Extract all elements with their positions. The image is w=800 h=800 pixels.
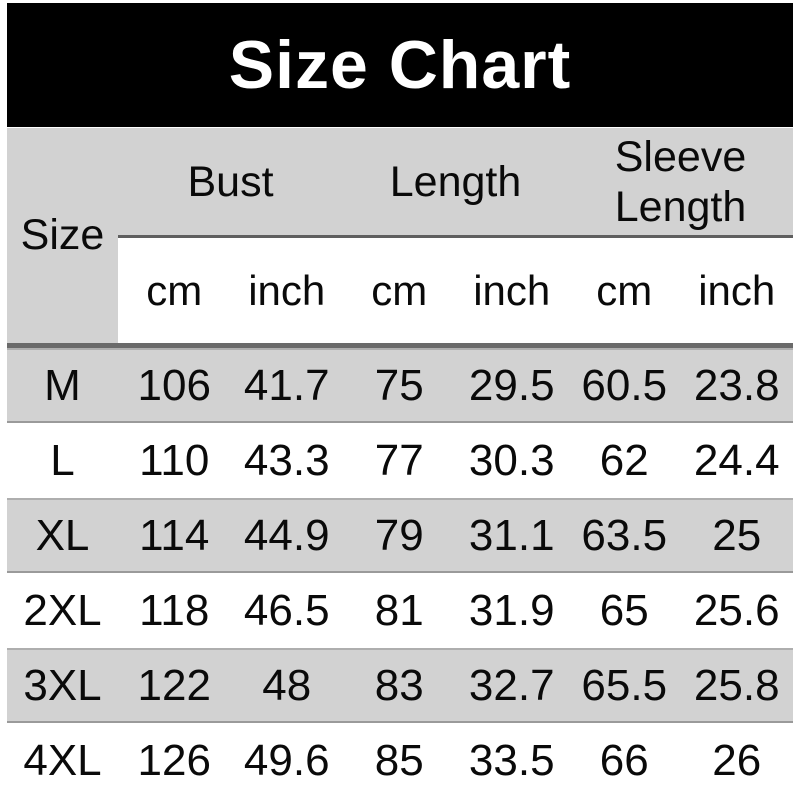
- value-cell: 43.3: [243, 435, 330, 485]
- value-cell: 25.6: [693, 585, 780, 635]
- unit-header-length-inch: inch: [473, 266, 551, 314]
- table-row: 4XL 126 49.6 85 33.5 66 26: [7, 723, 793, 798]
- size-cell: XL: [35, 510, 90, 560]
- size-cell: 2XL: [23, 585, 102, 635]
- table-body: M 106 41.7 75 29.5 60.5 23.8 L 110 43.3 …: [7, 348, 793, 798]
- value-cell: 41.7: [243, 360, 330, 410]
- value-cell: 44.9: [243, 510, 330, 560]
- value-cell: 126: [137, 735, 211, 785]
- table-row: L 110 43.3 77 30.3 62 24.4: [7, 423, 793, 498]
- unit-header-sleeve-inch: inch: [698, 266, 776, 314]
- value-cell: 75: [374, 360, 424, 410]
- value-cell: 29.5: [468, 360, 555, 410]
- value-cell: 31.1: [468, 510, 555, 560]
- value-cell: 48: [262, 660, 312, 710]
- table-row: M 106 41.7 75 29.5 60.5 23.8: [7, 348, 793, 423]
- table-row: 3XL 122 48 83 32.7 65.5 25.8: [7, 648, 793, 723]
- value-cell: 110: [139, 435, 210, 485]
- column-group-sleeve-length: Sleeve Length: [568, 128, 793, 235]
- value-cell: 83: [374, 660, 424, 710]
- value-cell: 85: [374, 735, 424, 785]
- size-cell: M: [44, 360, 81, 410]
- value-cell: 32.7: [468, 660, 555, 710]
- value-cell: 79: [374, 510, 424, 560]
- value-cell: 31.9: [468, 585, 555, 635]
- value-cell: 81: [374, 585, 424, 635]
- value-cell: 77: [374, 435, 424, 485]
- column-group-bust: Bust: [187, 157, 274, 206]
- value-cell: 23.8: [693, 360, 780, 410]
- value-cell: 25: [712, 510, 762, 560]
- table-row: XL 114 44.9 79 31.1 63.5 25: [7, 498, 793, 573]
- title-banner: Size Chart: [7, 3, 793, 127]
- unit-header-bust-inch: inch: [248, 266, 326, 314]
- table-header: Size Bust Length Sleeve Length cm inch c…: [7, 128, 793, 343]
- value-cell: 62: [599, 435, 649, 485]
- size-column-header: Size: [20, 211, 105, 259]
- sleeve-length-label: Sleeve Length: [614, 132, 747, 231]
- size-cell: 4XL: [23, 735, 102, 785]
- value-cell: 114: [139, 510, 210, 560]
- value-cell: 65: [599, 585, 649, 635]
- value-cell: 46.5: [243, 585, 330, 635]
- value-cell: 26: [712, 735, 762, 785]
- unit-header-length-cm: cm: [371, 266, 428, 314]
- value-cell: 63.5: [581, 510, 668, 560]
- size-cell: 3XL: [23, 660, 102, 710]
- page-title: Size Chart: [228, 27, 572, 103]
- unit-header-sleeve-cm: cm: [596, 266, 653, 314]
- header-separator-line: [7, 343, 793, 348]
- unit-header-bust-cm: cm: [146, 266, 203, 314]
- size-cell: L: [50, 435, 75, 485]
- value-cell: 60.5: [581, 360, 668, 410]
- value-cell: 122: [137, 660, 211, 710]
- value-cell: 33.5: [468, 735, 555, 785]
- value-cell: 25.8: [693, 660, 780, 710]
- value-cell: 66: [599, 735, 649, 785]
- units-header-band: cm inch cm inch cm inch: [118, 235, 793, 343]
- value-cell: 118: [139, 585, 210, 635]
- value-cell: 24.4: [693, 435, 780, 485]
- value-cell: 106: [137, 360, 211, 410]
- value-cell: 49.6: [243, 735, 330, 785]
- column-group-length: Length: [389, 157, 522, 206]
- value-cell: 30.3: [468, 435, 555, 485]
- value-cell: 65.5: [581, 660, 668, 710]
- table-row: 2XL 118 46.5 81 31.9 65 25.6: [7, 573, 793, 648]
